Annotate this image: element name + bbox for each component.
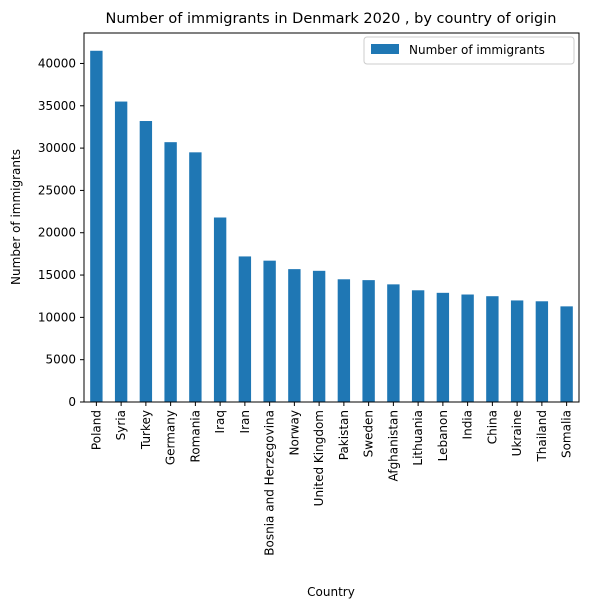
x-tick-label: Ukraine [510,410,524,456]
bar [535,301,549,402]
bar [362,280,375,402]
x-tick-label: Romania [188,410,202,462]
bar [189,152,202,402]
x-tick-label: Pakistan [337,410,351,460]
y-tick-label: 15000 [38,268,76,282]
x-tick-label: Lithuania [411,410,425,466]
bars-group [90,50,573,403]
bar [461,294,474,402]
y-tick-label: 40000 [38,56,76,70]
x-tick-label: Sweden [362,410,376,457]
y-tick-label: 35000 [38,99,76,113]
x-tick-label: Norway [287,410,301,456]
bar [263,260,276,402]
y-tick-label: 10000 [38,310,76,324]
bar [114,101,128,403]
bar [486,296,499,402]
x-tick-label: Bosnia and Herzegovina [263,410,277,556]
bar [90,50,103,402]
y-tick-label: 5000 [45,353,76,367]
y-tick-label: 20000 [38,226,76,240]
bar [139,121,153,403]
x-tick-label: Thailand [535,410,549,463]
x-tick-label: Afghanistan [386,410,400,481]
y-tick-label: 0 [68,395,76,409]
legend-swatch [371,44,399,54]
legend-label: Number of immigrants [409,43,545,57]
bar [560,306,573,402]
bar [510,300,524,402]
y-tick-label: 25000 [38,183,76,197]
x-tick-label: India [461,410,475,439]
x-tick-label: Iraq [213,410,227,433]
y-axis-label: Number of immigrants [9,149,23,285]
x-axis-label: Country [307,585,355,599]
bar [436,292,450,402]
x-tick-label: China [485,410,499,444]
y-tick-label: 30000 [38,141,76,155]
plot-frame [83,32,580,403]
x-tick-label: Poland [89,410,103,450]
legend-box [363,36,575,65]
legend: Number of immigrants [363,36,575,65]
bar [213,217,227,402]
x-tick-label: Turkey [139,410,153,450]
x-tick-label: Lebanon [436,410,450,461]
bar [164,142,177,402]
bar [238,256,252,402]
bar [337,279,351,402]
bar [387,284,400,402]
x-tick-label: Germany [164,410,178,465]
x-tick-label: Iran [238,410,252,433]
y-axis: 0 5000 10000 15000 20000 25000 30000 35000 40000 [38,56,84,409]
bar [411,290,425,402]
bar [312,270,326,402]
x-tick-label: Syria [114,410,128,440]
bar [288,269,301,402]
chart-title: Number of immigrants in Denmark 2020 , b… [106,11,557,27]
x-tick-label: United Kingdom [312,410,326,506]
x-tick-label: Somalia [560,410,574,458]
x-axis: Poland Syria Turkey Germany Romania Iraq Iran B… [89,402,574,556]
